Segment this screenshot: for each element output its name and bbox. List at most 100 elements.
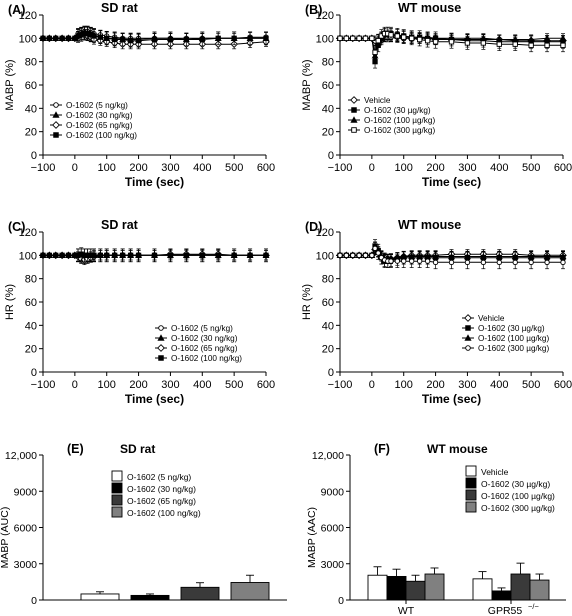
data-point: [464, 40, 471, 46]
legend-entry: O-1602 (30 µg/kg): [481, 479, 550, 489]
series-3: [40, 247, 269, 263]
x-tick-label: 0: [72, 162, 78, 174]
data-point: [350, 35, 356, 41]
y-axis-label: MABP (AUC): [0, 507, 11, 569]
y-tick-label: 20: [322, 127, 334, 139]
data-point: [432, 259, 439, 265]
data-point: [401, 34, 407, 40]
legend-entry: O-1602 (30 µg/kg): [478, 324, 545, 333]
y-tick-label: 100: [19, 250, 37, 262]
legend-entry: O-1602 (100 ng/kg): [171, 354, 242, 363]
y-tick-label: 80: [25, 274, 37, 286]
x-tick-label: −100: [328, 379, 353, 391]
legend: Vehicle O-1602 (30 µg/kg) O-1602 (100 µg/k…: [465, 465, 555, 513]
x-tick-label: 500: [225, 379, 243, 391]
data-point: [127, 252, 134, 258]
legend-entry: O-1602 (100 µg/kg): [478, 334, 549, 343]
y-tick-label: 100: [316, 250, 334, 262]
x-tick-superscript: −/−: [528, 602, 539, 611]
legend-entry: O-1602 (65 ng/kg): [66, 121, 133, 130]
legend-swatch: [111, 506, 123, 518]
legend: O-1602 (5 ng/kg)O-1602 (30 ng/kg)O-1602 …: [155, 324, 242, 363]
legend-entry: O-1602 (65 ng/kg): [127, 496, 196, 506]
y-axis-label: HR (%): [4, 284, 16, 320]
data-point: [369, 35, 375, 41]
y-tick-label: 40: [322, 320, 334, 332]
x-tick-label: 0: [369, 162, 375, 174]
y-tick-label: 80: [322, 57, 334, 69]
x-tick-label: 400: [193, 379, 211, 391]
x-tick-label: 100: [395, 379, 413, 391]
data-point: [65, 252, 72, 258]
legend-marker: [158, 355, 164, 361]
data-point: [337, 252, 343, 258]
x-tick-label: 400: [490, 162, 508, 174]
y-tick-label: 9000: [14, 486, 38, 498]
data-point: [401, 258, 407, 264]
x-axis-label: Time (sec): [125, 175, 184, 189]
legend-marker: [52, 111, 60, 118]
x-tick-label: 0: [369, 379, 375, 391]
legend-marker: [350, 116, 358, 123]
data-point: [343, 252, 350, 258]
x-axis-label: Time (sec): [422, 392, 481, 406]
x-tick-label: 100: [98, 162, 116, 174]
panel-title: SD rat: [120, 442, 155, 456]
data-point: [480, 259, 487, 265]
data-point: [448, 39, 455, 45]
x-tick-label: 200: [129, 162, 147, 174]
data-point: [247, 35, 253, 41]
legend-entry: O-1602 (300 µg/kg): [478, 344, 549, 353]
data-point: [343, 35, 350, 41]
legend-marker: [158, 325, 164, 331]
legend-marker: [53, 102, 59, 108]
legend-entry: Vehicle: [481, 467, 509, 477]
y-tick-label: 60: [322, 80, 334, 92]
data-point: [372, 245, 378, 251]
panel-label: (E): [67, 442, 84, 456]
bar: [130, 594, 170, 601]
y-tick-label: 80: [25, 57, 37, 69]
legend-swatch: [465, 465, 477, 477]
data-point: [375, 250, 381, 256]
legend-marker: [53, 132, 59, 138]
legend-entry: O-1602 (300 µg/kg): [481, 503, 555, 513]
data-point: [151, 252, 158, 258]
data-point: [46, 252, 53, 258]
legend-marker: [52, 121, 60, 129]
x-tick-label: 200: [129, 379, 147, 391]
x-tick-label: 0: [72, 379, 78, 391]
x-tick-label: 200: [426, 162, 444, 174]
data-point: [112, 36, 118, 43]
data-point: [432, 39, 439, 45]
legend-swatch: [465, 501, 477, 513]
series-3: [40, 26, 269, 48]
panel-title: WT mouse: [427, 442, 488, 456]
bar: [510, 573, 531, 601]
y-tick-label: 12,000: [5, 450, 37, 462]
x-tick-label: 100: [395, 162, 413, 174]
legend-entry: Vehicle: [364, 96, 391, 105]
x-tick-label: 600: [257, 162, 275, 174]
y-tick-label: 12,000: [312, 450, 344, 462]
y-tick-label: 3000: [321, 559, 345, 571]
legend-swatch: [111, 494, 123, 506]
y-tick-label: 0: [328, 367, 334, 379]
data-point: [375, 38, 381, 44]
y-tick-label: 120: [19, 10, 37, 22]
data-point: [247, 252, 253, 258]
y-axis-label: HR (%): [301, 284, 313, 320]
panel-label: (F): [374, 442, 390, 456]
panel-title: WT mouse: [398, 1, 461, 15]
panel-label: (A): [8, 3, 25, 17]
x-tick-label: 400: [193, 162, 211, 174]
legend-marker: [464, 314, 472, 322]
legend-entry: O-1602 (65 ng/kg): [171, 344, 238, 353]
data-point: [104, 35, 110, 41]
bar: [80, 593, 120, 601]
data-point: [199, 36, 205, 43]
y-tick-label: 20: [322, 344, 334, 356]
y-tick-label: 60: [322, 297, 334, 309]
y-tick-label: 40: [25, 320, 37, 332]
